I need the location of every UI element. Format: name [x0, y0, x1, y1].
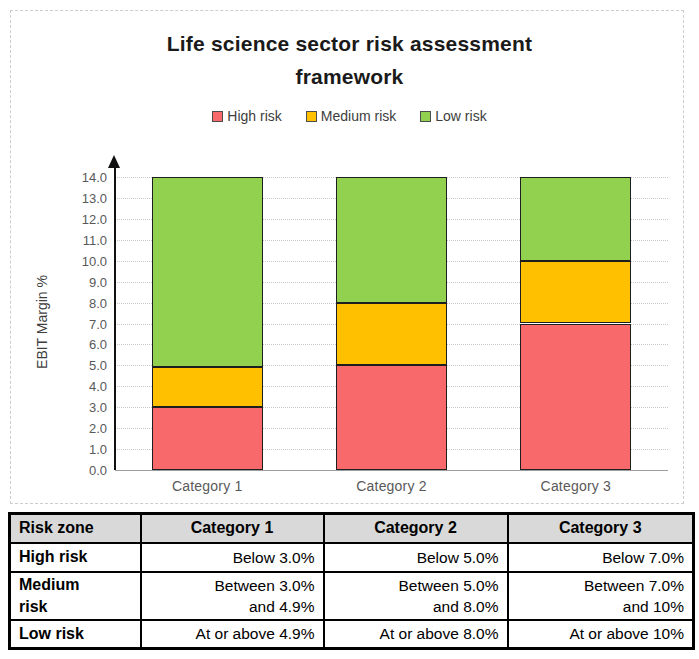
legend-swatch-high-risk-icon [212, 111, 223, 122]
table-row-label: Medium risk [10, 572, 141, 620]
y-axis-tick-label: 11.0 [47, 233, 107, 248]
table-header-cell-category-3: Category 3 [508, 514, 694, 543]
y-axis-tick-label: 0.0 [47, 463, 107, 478]
y-axis-tick-label: 4.0 [47, 379, 107, 394]
legend-item-high-risk: High risk [212, 108, 281, 124]
bar-category-1-segment-low-risk [152, 177, 263, 367]
table-header-cell-risk-zone: Risk zone [10, 514, 141, 543]
y-axis-tick-label: 1.0 [47, 442, 107, 457]
x-axis-line [115, 470, 668, 471]
table-value-cell: At or above 10% [508, 620, 694, 649]
table-header-row: Risk zoneCategory 1Category 2Category 3 [10, 514, 694, 543]
y-axis-tick-label: 5.0 [47, 358, 107, 373]
legend-label: Low risk [435, 108, 486, 124]
chart-title-line-2: framework [0, 60, 699, 93]
y-axis-tick-label: 2.0 [47, 421, 107, 436]
table-value-cell: Below 5.0% [324, 543, 508, 572]
table-row-medium-risk: Medium riskBetween 3.0% and 4.9%Between … [10, 572, 694, 620]
y-axis-tick-label: 6.0 [47, 337, 107, 352]
chart-legend: High risk Medium risk Low risk [0, 108, 699, 124]
chart-title-line-1: Life science sector risk assessment [0, 27, 699, 60]
table-value-cell: Between 5.0% and 8.0% [324, 572, 508, 620]
table-header-cell-category-2: Category 2 [324, 514, 508, 543]
bar-category-3-segment-medium-risk [520, 261, 631, 324]
y-axis-tick-label: 10.0 [47, 254, 107, 269]
y-axis-tick-label: 9.0 [47, 275, 107, 290]
y-axis-tick-label: 14.0 [47, 170, 107, 185]
bar-category-2-segment-low-risk [336, 177, 447, 303]
y-axis-tick-label: 7.0 [47, 317, 107, 332]
y-axis-title: EBIT Margin % [34, 212, 50, 432]
table-header-cell-category-1: Category 1 [141, 514, 324, 543]
legend-swatch-medium-risk-icon [306, 111, 317, 122]
table-row-low-risk: Low riskAt or above 4.9%At or above 8.0%… [10, 620, 694, 649]
bar-category-1-segment-high-risk [152, 407, 263, 470]
x-category-label-category-1: Category 1 [115, 478, 299, 494]
table-row-label: High risk [10, 543, 141, 572]
table-value-cell: At or above 4.9% [141, 620, 324, 649]
legend-label: High risk [227, 108, 281, 124]
x-category-label-category-2: Category 2 [299, 478, 483, 494]
y-axis-tick-label: 13.0 [47, 191, 107, 206]
x-category-label-category-3: Category 3 [484, 478, 668, 494]
y-axis-line [114, 166, 116, 470]
table-value-cell: Below 7.0% [508, 543, 694, 572]
legend-item-medium-risk: Medium risk [306, 108, 396, 124]
bar-category-3-segment-low-risk [520, 177, 631, 261]
bar-category-2-segment-high-risk [336, 365, 447, 470]
table-value-cell: Between 3.0% and 4.9% [141, 572, 324, 620]
legend-label: Medium risk [321, 108, 396, 124]
legend-item-low-risk: Low risk [420, 108, 486, 124]
table-row-label: Low risk [10, 620, 141, 649]
y-axis-arrow-icon [108, 155, 120, 168]
table-value-cell: Below 3.0% [141, 543, 324, 572]
bar-category-1-segment-medium-risk [152, 367, 263, 407]
risk-zone-table: Risk zoneCategory 1Category 2Category 3H… [8, 512, 695, 650]
y-axis-tick-label: 8.0 [47, 296, 107, 311]
y-axis-tick-label: 3.0 [47, 400, 107, 415]
bar-category-3-segment-high-risk [520, 324, 631, 471]
table-row-high-risk: High riskBelow 3.0%Below 5.0%Below 7.0% [10, 543, 694, 572]
table-value-cell: Between 7.0% and 10% [508, 572, 694, 620]
table-value-cell: At or above 8.0% [324, 620, 508, 649]
bar-category-2-segment-medium-risk [336, 303, 447, 366]
y-axis-tick-label: 12.0 [47, 212, 107, 227]
chart-page: Life science sector risk assessment fram… [0, 0, 699, 659]
chart-title: Life science sector risk assessment fram… [0, 27, 699, 93]
legend-swatch-low-risk-icon [420, 111, 431, 122]
